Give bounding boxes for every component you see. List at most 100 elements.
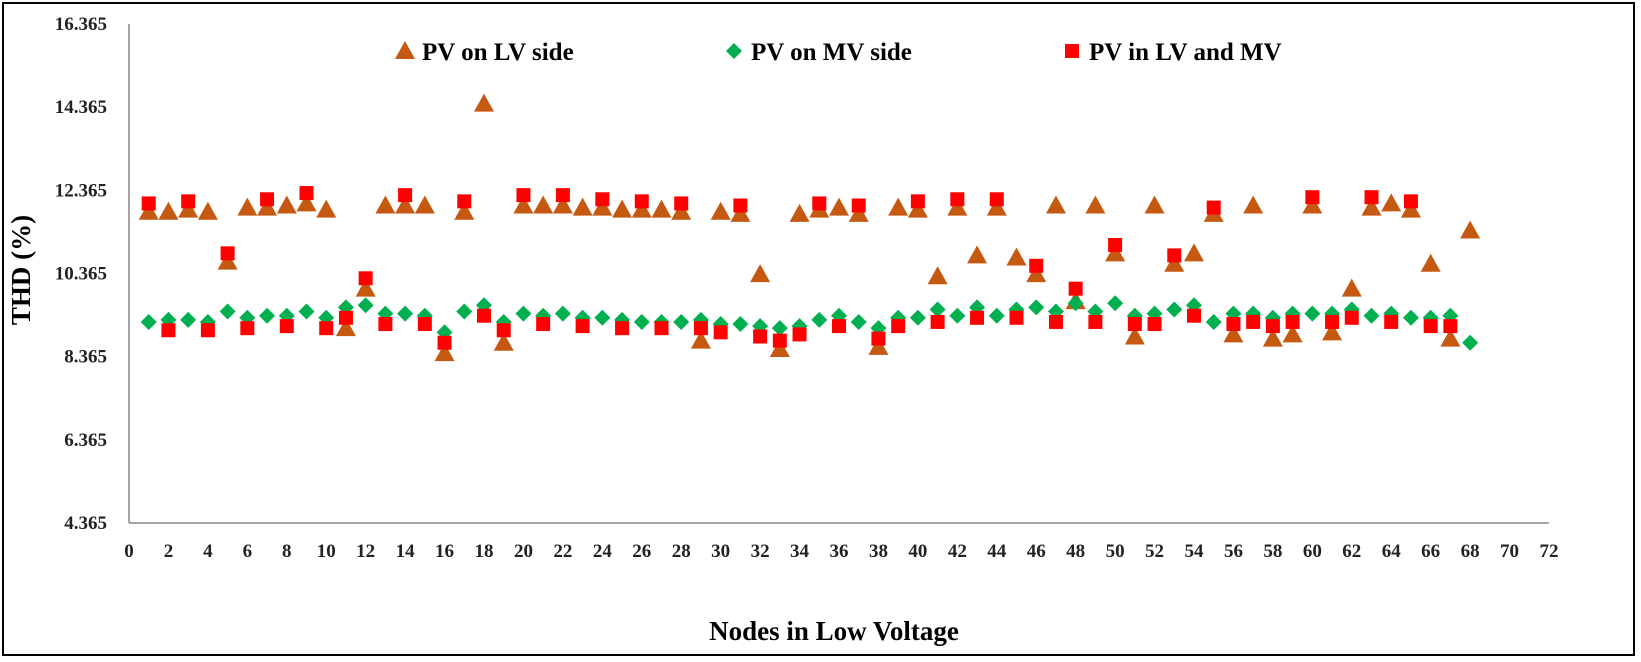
y-tick-label: 14.365 — [55, 97, 107, 118]
data-point — [967, 245, 988, 264]
data-point — [140, 313, 157, 330]
data-point — [138, 201, 159, 220]
x-tick-label: 30 — [711, 541, 730, 562]
data-point — [1462, 334, 1479, 351]
x-tick-label: 12 — [356, 541, 375, 562]
x-tick-label: 48 — [1066, 541, 1085, 562]
legend-marker — [395, 41, 415, 59]
legend-marker — [726, 43, 742, 59]
data-point — [375, 195, 396, 214]
data-point — [1009, 310, 1024, 325]
data-point — [1460, 220, 1481, 239]
data-point — [671, 201, 692, 220]
x-tick-label: 54 — [1185, 541, 1205, 562]
data-point — [378, 317, 393, 332]
data-point — [848, 203, 869, 222]
data-point — [1166, 301, 1183, 318]
y-tick-label: 16.365 — [55, 14, 107, 35]
data-point — [888, 197, 909, 216]
data-point — [276, 195, 297, 214]
data-point — [219, 303, 236, 320]
x-tick-label: 56 — [1224, 541, 1243, 562]
x-axis-title: Nodes in Low Voltage — [709, 616, 959, 646]
data-point — [237, 197, 258, 216]
data-point — [1305, 190, 1320, 205]
data-point — [398, 188, 413, 203]
data-point — [631, 199, 652, 218]
legend-label: PV on MV side — [751, 39, 912, 66]
data-point — [1282, 324, 1303, 343]
x-tick-label: 0 — [124, 541, 134, 562]
data-point — [1223, 324, 1244, 343]
data-point — [713, 325, 728, 340]
data-point — [1322, 322, 1343, 341]
data-point — [536, 317, 551, 332]
x-tick-label: 18 — [475, 541, 494, 562]
data-point — [654, 321, 669, 336]
data-point — [594, 309, 611, 326]
data-point — [970, 310, 985, 325]
data-point — [355, 278, 376, 297]
data-point — [909, 309, 926, 326]
data-point — [769, 338, 790, 357]
x-tick-label: 44 — [987, 541, 1007, 562]
data-point — [1006, 247, 1027, 266]
data-point — [792, 327, 807, 342]
data-point — [1028, 299, 1045, 316]
x-tick-label: 66 — [1421, 541, 1440, 562]
y-tick-label: 8.365 — [64, 347, 107, 368]
x-tick-label: 34 — [790, 541, 810, 562]
data-point — [1363, 307, 1380, 324]
x-tick-label: 36 — [830, 541, 849, 562]
data-point — [710, 201, 731, 220]
data-point — [868, 336, 889, 355]
data-point — [1067, 295, 1084, 312]
data-point — [217, 251, 238, 270]
x-tick-label: 2 — [164, 541, 174, 562]
data-point — [910, 194, 925, 209]
data-point — [434, 343, 455, 362]
data-point — [513, 195, 534, 214]
data-point — [1325, 314, 1340, 329]
data-point — [1068, 281, 1083, 296]
data-point — [299, 186, 314, 201]
data-point — [1127, 317, 1142, 332]
data-point — [1184, 243, 1204, 262]
data-point — [1285, 314, 1300, 329]
data-point — [829, 197, 849, 216]
series-square — [141, 186, 1458, 350]
data-point — [1443, 319, 1458, 334]
data-point — [515, 305, 532, 322]
data-point — [493, 332, 514, 351]
x-tick-label: 28 — [672, 541, 691, 562]
x-tick-label: 14 — [396, 541, 416, 562]
data-point — [811, 311, 828, 328]
data-point — [891, 319, 906, 334]
x-tick-label: 72 — [1540, 541, 1559, 562]
data-point — [989, 192, 1004, 207]
data-point — [772, 333, 787, 348]
data-point — [950, 192, 965, 207]
data-point — [397, 305, 414, 322]
axes — [128, 24, 1549, 524]
data-points — [138, 93, 1481, 362]
x-tick-label: 68 — [1461, 541, 1480, 562]
data-point — [181, 194, 196, 209]
data-point — [1246, 314, 1261, 329]
data-point — [257, 197, 278, 216]
data-point — [1187, 308, 1201, 323]
data-point — [947, 197, 968, 216]
data-point — [595, 192, 610, 207]
data-point — [1085, 195, 1106, 214]
data-point — [575, 319, 590, 334]
data-point — [612, 199, 633, 218]
data-point — [496, 323, 511, 338]
data-point — [1302, 195, 1323, 214]
data-point — [1026, 264, 1047, 283]
data-point — [1361, 197, 1382, 216]
data-point — [1423, 319, 1438, 334]
data-point — [197, 201, 218, 220]
legend: PV on LV side PV on MV side PV in LV and M… — [395, 39, 1282, 66]
tick-labels: 4.365 6.365 8.365 10.365 12.365 14.365 16.365 0… — [55, 14, 1559, 562]
